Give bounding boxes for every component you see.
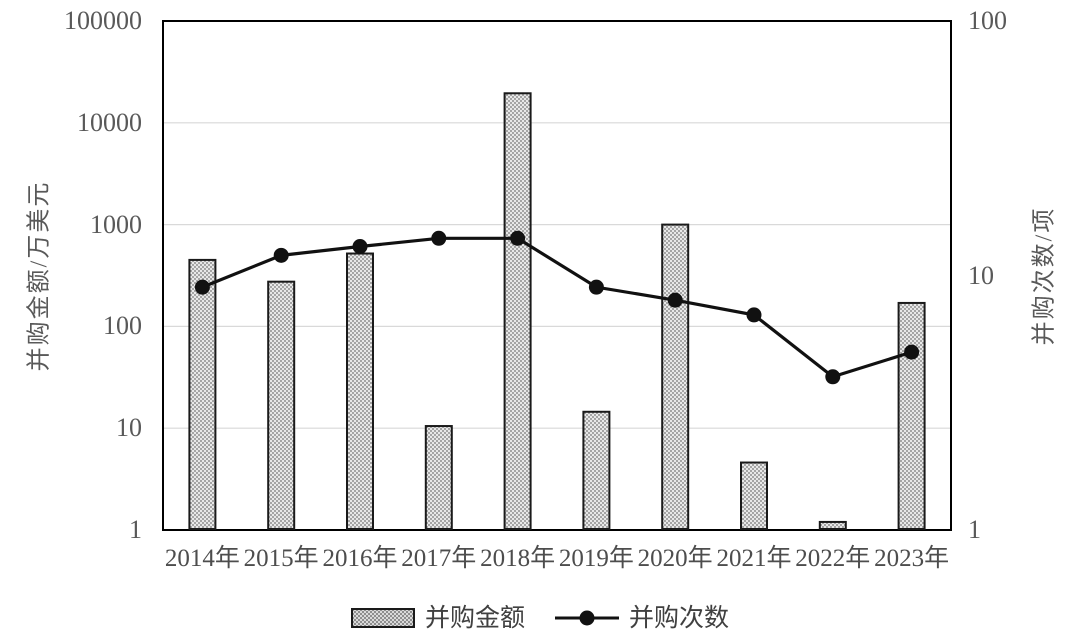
x-label-2015年: 2015年 — [243, 545, 319, 572]
legend-item-amount: 并购金额 — [350, 604, 525, 632]
legend: 并购金额 并购次数 — [0, 601, 1080, 635]
line-dot-swatch-icon — [555, 610, 619, 626]
bar-2023年 — [897, 301, 926, 531]
x-label-2021年: 2021年 — [716, 545, 792, 572]
bar-2016年 — [346, 252, 374, 530]
line-series — [201, 236, 913, 379]
left-tick-1: 1 — [129, 515, 142, 544]
right-tick-100: 100 — [968, 6, 1007, 35]
marker-2017年 — [431, 230, 447, 246]
marker-2021年 — [746, 307, 762, 323]
marker-2015年 — [273, 247, 289, 263]
x-label-2016年: 2016年 — [322, 545, 398, 572]
x-label-2017年: 2017年 — [401, 545, 477, 572]
legend-label-count: 并购次数 — [629, 604, 730, 632]
legend-label-amount: 并购金额 — [424, 604, 525, 632]
left-tick-10000: 10000 — [77, 107, 142, 137]
left-tick-100000: 100000 — [64, 6, 142, 35]
bar-2020年 — [661, 223, 690, 530]
marker-2020年 — [667, 292, 683, 308]
bar-2022年 — [818, 520, 847, 530]
bar-2015年 — [267, 280, 296, 530]
x-label-2020年: 2020年 — [637, 545, 713, 572]
legend-item-count: 并购次数 — [555, 606, 729, 631]
bar-2018年 — [503, 92, 532, 530]
x-label-2014年: 2014年 — [164, 545, 240, 572]
left-axis-title: 并购金额/万美元 — [26, 180, 53, 372]
right-tick-1: 1 — [968, 515, 981, 544]
x-label-2019年: 2019年 — [558, 545, 634, 572]
plot-border — [162, 20, 952, 531]
marker-2014年 — [194, 279, 210, 295]
left-tick-10: 10 — [116, 413, 142, 443]
x-label-2018年: 2018年 — [480, 545, 556, 572]
bar-2021年 — [740, 461, 768, 530]
right-tick-10: 10 — [968, 260, 994, 290]
x-label-2023年: 2023年 — [874, 545, 950, 572]
marker-2016年 — [352, 239, 368, 255]
marker-2018年 — [510, 230, 526, 246]
right-axis-title: 并购次数/项 — [1031, 206, 1058, 346]
bar-2014年 — [188, 258, 217, 530]
left-tick-100: 100 — [103, 311, 142, 341]
bar-2019年 — [582, 410, 611, 530]
marker-2019年 — [588, 279, 604, 295]
left-tick-1000: 1000 — [90, 209, 142, 239]
x-label-2022年: 2022年 — [795, 545, 871, 572]
bar-2017年 — [424, 425, 453, 531]
hatched-bar-swatch-icon — [350, 608, 415, 628]
marker-2023年 — [904, 344, 920, 360]
marker-2022年 — [825, 369, 841, 385]
